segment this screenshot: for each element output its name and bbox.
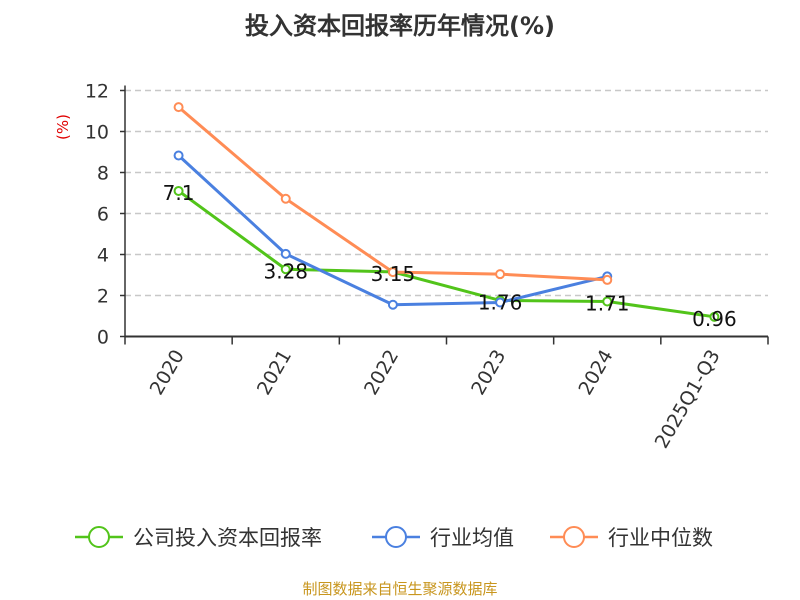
data-point	[709, 311, 720, 322]
data-point	[173, 185, 184, 196]
data-label: 3.15	[371, 262, 416, 286]
x-tick-label: 2025Q1-Q3	[651, 346, 725, 452]
y-axis-label: (%)	[54, 114, 72, 140]
data-label: 1.76	[478, 290, 523, 314]
source-note: 制图数据来自恒生聚源数据库	[302, 580, 498, 598]
data-point	[495, 269, 506, 280]
legend-marker-icon	[88, 526, 110, 548]
legend-label: 公司投入资本回报率	[133, 526, 322, 550]
data-point	[280, 193, 291, 204]
data-point	[387, 267, 398, 278]
x-tick-label: 2024	[574, 346, 617, 399]
data-point	[387, 299, 398, 310]
y-tick-label: 4	[97, 245, 109, 267]
y-tick-label: 10	[85, 122, 109, 144]
y-tick-label: 6	[97, 204, 109, 226]
data-label: 0.96	[692, 307, 737, 331]
x-tick-label: 2022	[360, 346, 403, 399]
chart-title: 投入资本回报率历年情况(%)	[245, 12, 555, 40]
data-point	[602, 296, 613, 307]
y-tick-label: 0	[97, 327, 109, 349]
data-point	[495, 297, 506, 308]
legend-marker-icon	[385, 526, 407, 548]
series-line-0	[177, 189, 715, 319]
data-label: 3.28	[263, 259, 308, 283]
series-line-2	[177, 105, 608, 282]
data-point	[173, 150, 184, 161]
legend-marker-icon	[563, 526, 585, 548]
data-point	[173, 102, 184, 113]
y-tick-label: 8	[97, 163, 109, 185]
x-tick-label: 2023	[467, 346, 510, 399]
legend-label: 行业均值	[430, 526, 514, 550]
x-tick-label: 2020	[146, 346, 189, 399]
legend-label: 行业中位数	[608, 526, 713, 550]
data-label: 7.1	[163, 181, 195, 205]
y-tick-label: 12	[85, 81, 109, 103]
y-tick-label: 2	[97, 286, 109, 308]
x-tick-label: 2021	[253, 346, 296, 399]
data-point	[280, 248, 291, 259]
data-label: 1.71	[585, 291, 630, 315]
data-point	[602, 274, 613, 285]
data-point	[280, 264, 291, 275]
